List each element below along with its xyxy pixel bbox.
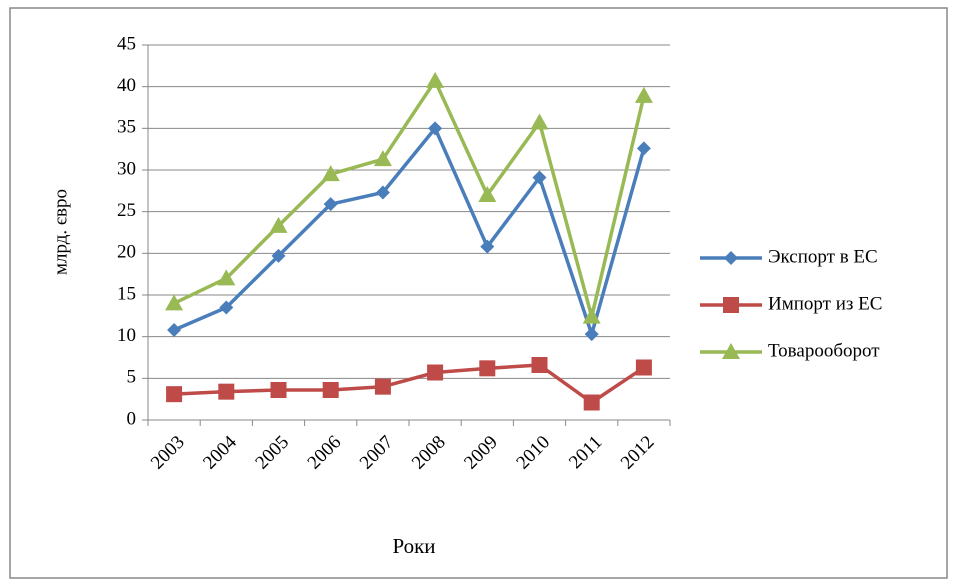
marker [218, 383, 235, 400]
marker [583, 394, 600, 411]
y-tick-label: 15 [117, 283, 136, 304]
legend-label: Экспорт в ЕС [768, 246, 878, 267]
marker [165, 294, 184, 311]
marker [532, 170, 547, 185]
marker [428, 121, 443, 136]
series-line [173, 79, 646, 319]
marker [375, 185, 390, 200]
y-tick-label: 0 [127, 408, 137, 429]
marker [724, 251, 738, 265]
marker [271, 248, 286, 263]
marker [584, 327, 599, 342]
marker [636, 141, 651, 156]
legend-label: Товарооборот [768, 340, 880, 361]
y-tick-label: 20 [117, 242, 136, 263]
y-tick-label: 10 [117, 325, 136, 346]
series-line [173, 126, 646, 336]
marker [582, 307, 601, 324]
marker [722, 343, 740, 359]
marker [323, 197, 338, 212]
marker [269, 216, 288, 233]
y-tick-label: 5 [127, 367, 137, 388]
y-tick-label: 45 [117, 33, 136, 54]
marker [723, 297, 739, 313]
marker [167, 323, 182, 337]
marker [634, 86, 653, 103]
marker [427, 364, 444, 381]
y-tick-label: 25 [117, 200, 136, 221]
chart-frame [9, 7, 948, 579]
marker [635, 359, 652, 376]
marker [479, 360, 496, 377]
x-axis-label: Роки [392, 534, 435, 558]
marker [373, 150, 392, 167]
series-line [174, 363, 645, 405]
marker [270, 382, 287, 398]
y-tick-label: 35 [117, 117, 136, 138]
marker [321, 165, 340, 182]
marker [480, 239, 495, 254]
marker [531, 357, 548, 373]
y-axis-label: млрд. євро [50, 189, 71, 275]
legend-label: Импорт из ЕС [768, 293, 882, 314]
marker [217, 269, 236, 286]
marker [530, 113, 549, 130]
marker [322, 382, 339, 398]
marker [166, 386, 183, 403]
marker [426, 71, 445, 88]
y-tick-label: 30 [117, 158, 136, 179]
y-tick-label: 40 [117, 75, 136, 96]
marker [219, 300, 234, 315]
marker [374, 378, 391, 395]
marker [478, 186, 497, 202]
